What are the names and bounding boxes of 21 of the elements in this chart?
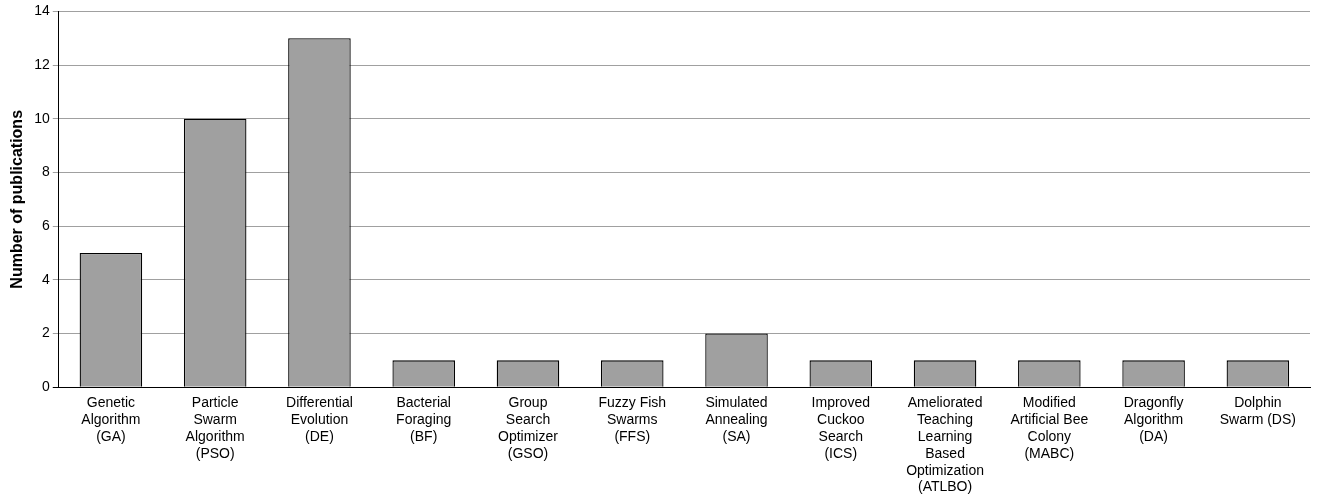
x-tick-label: Dragonfly Algorithm (DA): [1123, 394, 1184, 445]
y-tick-label: 10: [34, 109, 50, 126]
x-tick-label: Ameliorated Teaching Learning Based Optimization (ATLBO): [906, 394, 984, 495]
y-tick-label: 0: [41, 378, 50, 395]
y-tick-label: 12: [34, 55, 50, 72]
y-tick-label: 14: [34, 2, 50, 19]
x-tick-label: Fuzzy Fish Swarms (FFS): [598, 394, 667, 445]
y-tick-label: 6: [41, 217, 50, 233]
y-tick-label: 4: [41, 270, 50, 287]
x-tick-label: Differential Evolution (DE): [286, 394, 353, 445]
x-tick-label: Modified Artificial Bee Colony (MABC): [1010, 394, 1089, 461]
y-axis-title: Number of publications: [8, 109, 26, 289]
y-tick-label: 8: [41, 163, 50, 180]
y-tick-label: 2: [41, 324, 50, 341]
x-tick-label: Improved Cuckoo Search (ICS): [811, 394, 870, 461]
x-tick-label: Group Search Optimizer (GSO): [498, 394, 559, 461]
x-tick-label: Bacterial Foraging (BF): [396, 394, 452, 445]
x-tick-label: Genetic Algorithm (GA): [81, 394, 141, 445]
x-tick-label: Dolphin Swarm (DS): [1219, 394, 1296, 428]
x-tick-label: Particle Swarm Algorithm (PSO): [185, 394, 245, 461]
x-tick-label: Simulated Annealing (SA): [705, 394, 768, 445]
